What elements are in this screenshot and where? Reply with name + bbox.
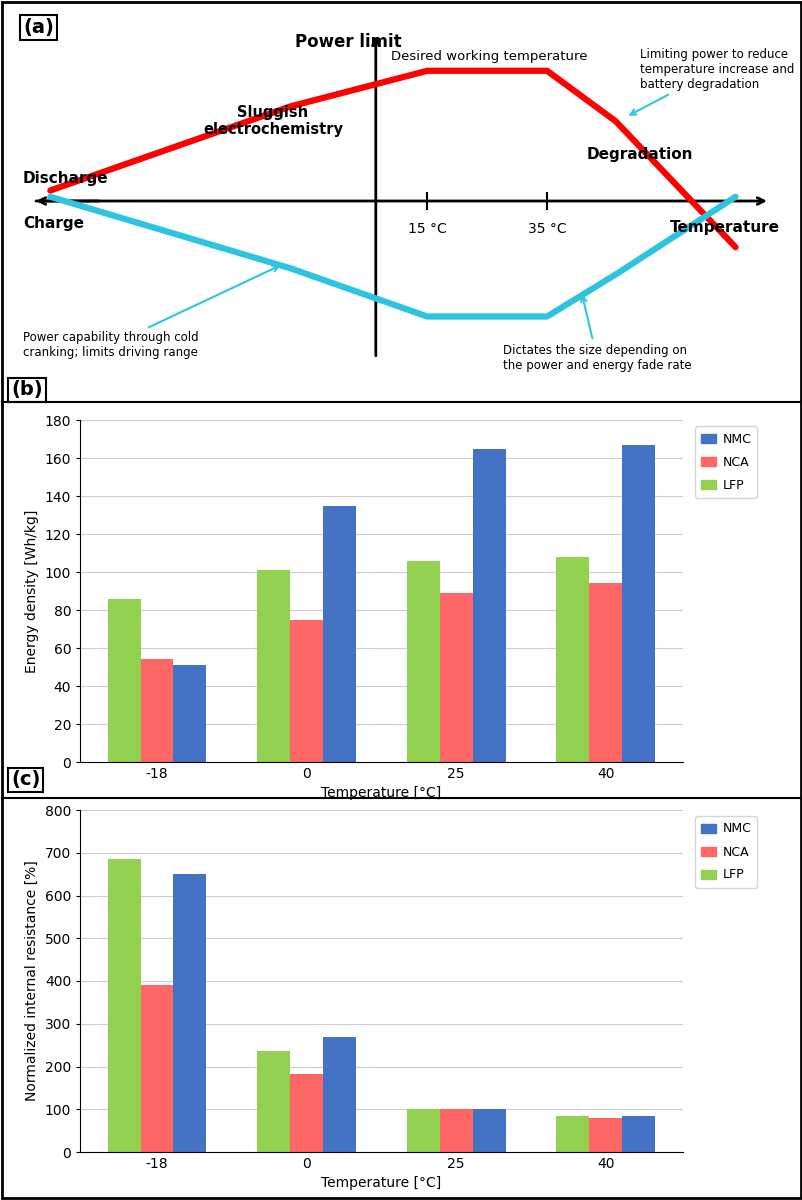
Bar [290,1074,322,1152]
Bar [472,449,505,762]
Bar [140,660,173,762]
Text: (c): (c) [11,770,40,790]
Text: Power capability through cold
cranking; limits driving range: Power capability through cold cranking; … [23,266,278,359]
Bar [439,1109,472,1152]
Text: 15 °C: 15 °C [407,222,446,236]
Bar [439,593,472,762]
Legend: NMC, NCA, LFP: NMC, NCA, LFP [694,816,756,888]
Bar [173,874,206,1152]
Bar [173,665,206,762]
Text: Temperature: Temperature [669,220,779,235]
X-axis label: Temperature [°C]: Temperature [°C] [321,1176,441,1190]
Text: Degradation: Degradation [585,148,692,162]
Text: Dictates the size depending on
the power and energy fade rate: Dictates the size depending on the power… [502,296,691,372]
Text: Power limit: Power limit [294,32,401,50]
Bar [556,1116,589,1152]
Bar [322,505,355,762]
Bar [322,1037,355,1152]
Bar [556,557,589,762]
Text: (a): (a) [23,18,54,37]
Bar [140,985,173,1152]
Bar [589,1118,622,1152]
Bar [589,583,622,762]
Bar [107,599,140,762]
Text: Discharge: Discharge [23,172,108,186]
Bar [407,560,439,762]
Text: Sluggish
electrochemistry: Sluggish electrochemistry [203,104,342,138]
Bar [472,1109,505,1152]
Text: Charge: Charge [23,216,83,230]
Bar [622,445,654,762]
Y-axis label: Normalized internal resistance [%]: Normalized internal resistance [%] [26,860,39,1102]
Text: Limiting power to reduce
temperature increase and
battery degradation: Limiting power to reduce temperature inc… [630,48,793,115]
Bar [257,570,290,762]
Text: Desired working temperature: Desired working temperature [390,49,586,62]
Bar [290,619,322,762]
Text: (b): (b) [11,380,43,400]
Legend: NMC, NCA, LFP: NMC, NCA, LFP [694,426,756,498]
Bar [622,1116,654,1152]
Bar [107,859,140,1152]
X-axis label: Temperature [°C]: Temperature [°C] [321,786,441,800]
Y-axis label: Energy density [Wh/kg]: Energy density [Wh/kg] [25,509,39,673]
Bar [407,1109,439,1152]
Bar [257,1051,290,1152]
Text: 35 °C: 35 °C [527,222,565,236]
